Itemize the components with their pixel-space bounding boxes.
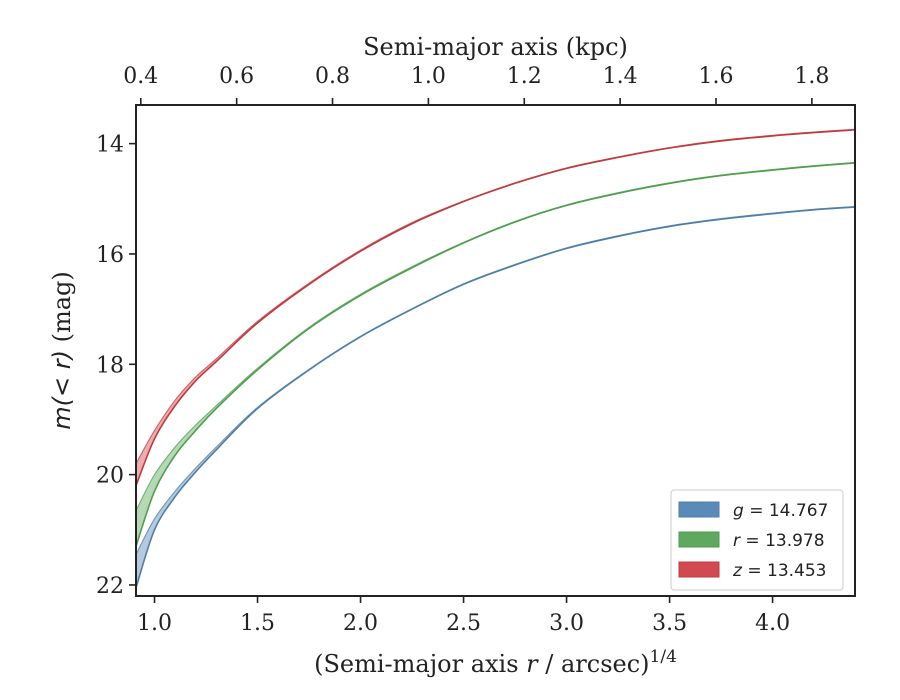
y-tick-label: 18 [96, 353, 124, 378]
legend-swatch-r [678, 531, 720, 548]
y-tick-label: 20 [96, 464, 124, 489]
top-x-axis-title: Semi-major axis (kpc) [363, 33, 628, 61]
chart-legend: g = 14.767 r = 13.978 z = 13.453 [670, 489, 844, 591]
axis-ticks: 1.0 1.5 2.0 2.5 3.0 3.5 4.0 14 16 18 20 22 0.4 0.6 0.8… [96, 64, 829, 636]
series-band-z [136, 129, 855, 486]
top-x-tick-label: 1.0 [411, 64, 446, 89]
plot-frame [135, 104, 856, 597]
legend-label-z: z = 13.453 [732, 561, 826, 581]
y-tick-label: 16 [96, 243, 124, 268]
x-tick-label: 1.5 [240, 611, 275, 636]
y-tick-label: 14 [96, 133, 124, 158]
x-tick-label: 4.0 [755, 611, 790, 636]
legend-label-r: r = 13.978 [733, 531, 825, 551]
x-tick-label: 2.0 [343, 611, 378, 636]
x-tick-label: 1.0 [137, 611, 172, 636]
top-x-tick-label: 1.8 [794, 64, 829, 89]
x-tick-label: 3.5 [652, 611, 687, 636]
top-x-tick-label: 0.4 [123, 64, 158, 89]
series-band-r [136, 162, 855, 547]
series-line-r [136, 162, 855, 547]
legend-swatch-g [678, 501, 720, 518]
x-axis-title: (Semi-major axis r / arcsec)1/4 [314, 647, 677, 678]
legend-label-g: g = 14.767 [733, 501, 828, 521]
x-tick-label: 3.0 [549, 611, 584, 636]
series-line-upper-g [136, 205, 855, 555]
y-axis-title: m(< r) (mag) [48, 271, 76, 430]
top-x-tick-label: 0.6 [219, 64, 254, 89]
top-x-tick-label: 0.8 [315, 64, 350, 89]
series-line-upper-r [136, 161, 855, 511]
top-x-tick-label: 1.6 [698, 64, 733, 89]
top-x-tick-label: 1.2 [507, 64, 542, 89]
top-x-tick-label: 1.4 [603, 64, 638, 89]
y-tick-label: 22 [96, 574, 124, 599]
series-lines [136, 128, 855, 588]
series-line-upper-z [136, 128, 855, 464]
x-tick-label: 2.5 [446, 611, 481, 636]
legend-swatch-z [678, 561, 720, 578]
series-line-z [136, 129, 855, 486]
